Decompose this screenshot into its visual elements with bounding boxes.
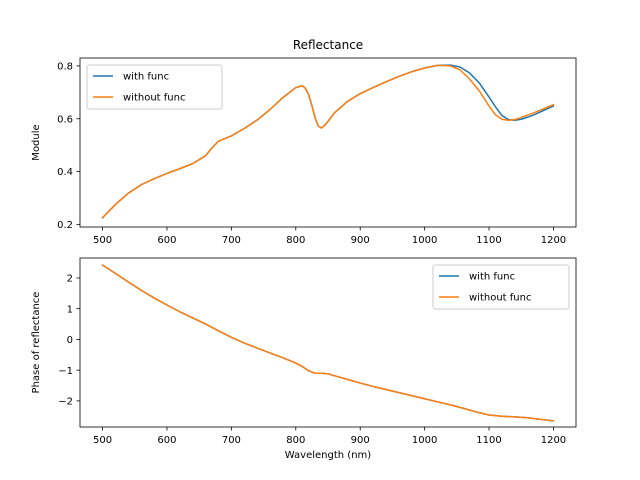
legend: with func without func bbox=[432, 264, 570, 310]
plot-frame bbox=[79, 57, 577, 228]
x-tick-label: 1200 bbox=[541, 435, 566, 446]
legend-box bbox=[432, 264, 570, 310]
x-tick-label: 1100 bbox=[476, 435, 501, 446]
legend: with func without func bbox=[86, 64, 223, 110]
x-tick-label: 1100 bbox=[476, 235, 501, 246]
legend-box bbox=[86, 64, 223, 110]
y-tick-label: 0.8 bbox=[57, 62, 73, 73]
y-axis-label: Module bbox=[31, 124, 42, 160]
chart-1: 500 600 700 800 900 1000 1100 1200 0.2 0.4 0.6 0.8 R… bbox=[31, 38, 577, 246]
legend-label: with func bbox=[469, 272, 515, 283]
x-tick-label: 900 bbox=[351, 435, 370, 446]
y-axis-label: Phase of reflectance bbox=[31, 292, 42, 394]
y-tick-label: −1 bbox=[58, 366, 73, 377]
x-tick-label: 600 bbox=[157, 435, 176, 446]
x-tick-label: 500 bbox=[93, 235, 112, 246]
x-tick-label: 1000 bbox=[412, 235, 437, 246]
x-tick-label: 700 bbox=[222, 435, 241, 446]
y-tick-label: 2 bbox=[67, 274, 73, 285]
y-tick-label: 0.2 bbox=[57, 220, 73, 231]
y-tick-label: 0.6 bbox=[57, 114, 73, 125]
series-line-without-func bbox=[101, 264, 555, 422]
legend-label: without func bbox=[469, 293, 531, 304]
x-tick-label: 700 bbox=[222, 235, 241, 246]
legend-label: without func bbox=[123, 93, 185, 104]
x-tick-label: 800 bbox=[286, 235, 305, 246]
plot-frame bbox=[79, 257, 577, 428]
chart-2: 500 600 700 800 900 1000 1100 1200 −2 −1 0 1 2 Wavele… bbox=[31, 257, 577, 461]
legend-label: with func bbox=[123, 72, 169, 83]
x-axis-label: Wavelength (nm) bbox=[285, 450, 371, 461]
chart-title: Reflectance bbox=[293, 38, 363, 52]
y-tick-label: 0.4 bbox=[57, 167, 73, 178]
x-tick-label: 1000 bbox=[412, 435, 437, 446]
x-tick-label: 800 bbox=[286, 435, 305, 446]
y-tick-label: 0 bbox=[67, 335, 73, 346]
y-tick-label: −2 bbox=[58, 396, 73, 407]
y-tick-label: 1 bbox=[67, 304, 73, 315]
x-tick-label: 1200 bbox=[541, 235, 566, 246]
x-tick-label: 600 bbox=[157, 235, 176, 246]
x-tick-label: 900 bbox=[351, 235, 370, 246]
x-tick-label: 500 bbox=[93, 435, 112, 446]
series-line-without-func bbox=[101, 64, 555, 219]
